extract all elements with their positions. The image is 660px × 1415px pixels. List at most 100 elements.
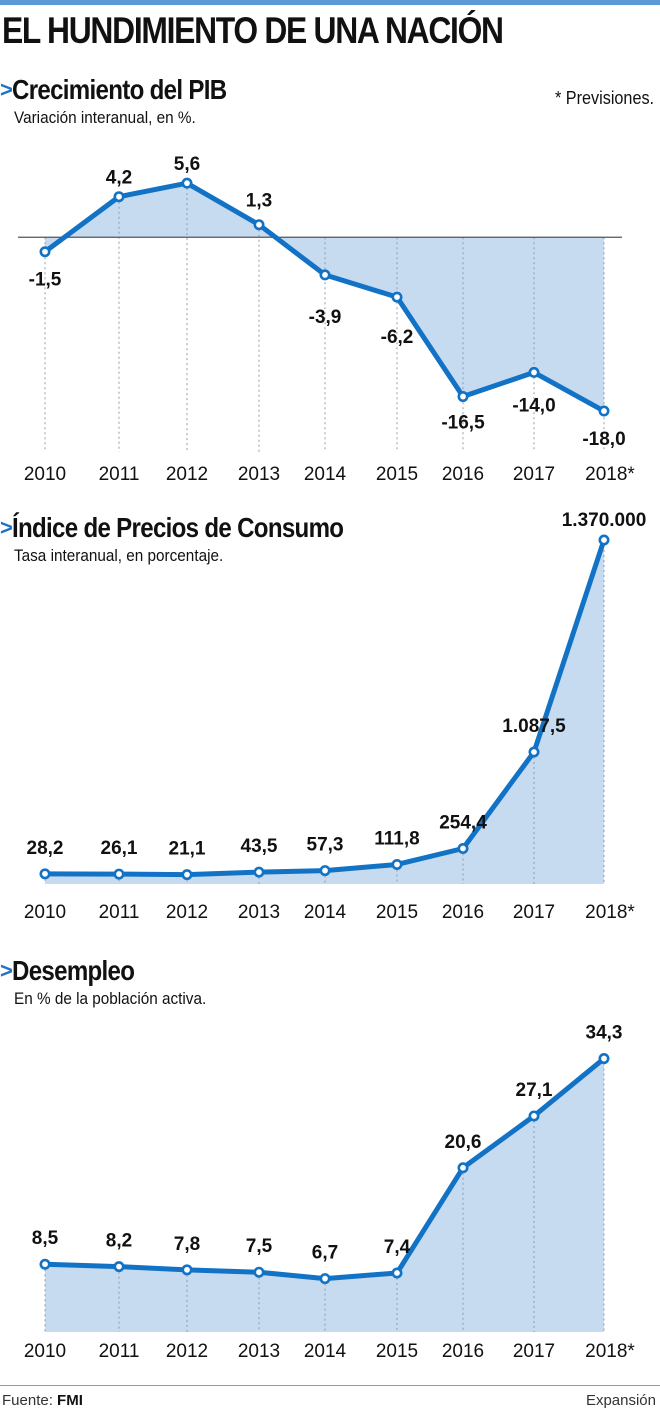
source-value: FMI [57,1392,83,1409]
data-label: 57,3 [307,835,344,856]
chevron-right-icon: > [0,958,13,983]
data-label: 7,8 [174,1234,200,1255]
data-point [253,219,265,231]
x-tick-label: 2016 [442,1341,484,1362]
data-label: 26,1 [101,838,138,859]
data-point [113,868,125,880]
section-title: Crecimiento del PIB [12,74,227,105]
data-point [253,1266,265,1278]
page-title: EL HUNDIMIENTO DE UNA NACIÓN [2,10,504,51]
section-cpi: > Índice de Precios de Consumo Tasa inte… [0,512,660,932]
data-label: 111,8 [374,828,419,849]
section-unemployment: > Desempleo En % de la población activa. [0,955,660,1375]
chevron-right-icon: > [0,515,13,540]
data-label: 7,4 [384,1237,411,1258]
data-label: 8,2 [106,1231,132,1252]
data-label: 1.370.000 [562,510,647,531]
forecast-note: * Previsiones. [554,88,654,108]
x-tick-label: 2017 [513,464,555,485]
data-label: 1,3 [246,191,272,212]
x-tick-label: 2012 [166,464,208,485]
x-tick-label: 2014 [304,464,347,485]
source-credit: Fuente: FMI [2,1392,83,1409]
data-label: 34,3 [586,1023,623,1044]
section-subtitle: En % de la población activa. [14,989,207,1008]
section-title: Desempleo [12,955,135,986]
publisher-credit: Expansión [585,1392,656,1409]
data-label: 4,2 [106,168,132,189]
data-point [528,366,540,378]
data-point [391,858,403,870]
x-tick-label: 2012 [166,1341,208,1362]
data-point [457,843,469,855]
x-tick-label: 2011 [99,902,140,923]
data-label: 43,5 [241,836,278,857]
data-point [181,177,193,189]
section-gdp: > Crecimiento del PIB Variación interanu… [0,74,660,494]
x-tick-label: 2018* [585,464,635,485]
data-point [598,405,610,417]
data-point [181,1264,193,1276]
x-tick-label: 2014 [304,902,347,923]
data-point [39,868,51,880]
data-point [253,866,265,878]
data-label: 254,4 [439,813,487,834]
data-point [391,291,403,303]
x-tick-label: 2010 [24,902,66,923]
chevron-right-icon: > [0,77,13,102]
data-point [113,1261,125,1273]
data-point [39,246,51,258]
data-point [598,534,610,546]
x-tick-label: 2013 [238,464,280,485]
data-label: 5,6 [174,154,200,175]
data-label: -3,9 [309,307,342,328]
data-label: 27,1 [516,1080,553,1101]
area-fill-0 [45,183,604,412]
x-tick-label: 2011 [99,464,140,485]
data-point [457,1162,469,1174]
x-tick-label: 2011 [99,1341,140,1362]
data-point [181,869,193,881]
area-fill-2 [45,1058,604,1332]
x-tick-label: 2018* [585,1341,635,1362]
data-point [39,1258,51,1270]
area-fill-1 [45,540,604,884]
data-label: -14,0 [512,395,555,416]
data-point [457,391,469,403]
data-label: 7,5 [246,1236,273,1257]
data-point [319,865,331,877]
x-tick-label: 2013 [238,1341,280,1362]
x-tick-label: 2016 [442,464,484,485]
x-tick-label: 2018* [585,902,635,923]
x-tick-label: 2016 [442,902,484,923]
x-tick-label: 2017 [513,902,555,923]
data-point [528,746,540,758]
x-tick-label: 2012 [166,902,208,923]
data-point [319,269,331,281]
data-label: 28,2 [27,838,64,859]
data-label: -1,5 [29,270,62,291]
x-tick-label: 2010 [24,1341,66,1362]
data-label: -16,5 [441,413,485,434]
top-accent-bar [0,0,660,5]
data-point [319,1273,331,1285]
footer-divider [0,1385,660,1386]
x-tick-label: 2017 [513,1341,555,1362]
data-label: -6,2 [381,327,414,348]
data-label: 8,5 [32,1228,59,1249]
x-tick-label: 2015 [376,1341,418,1362]
data-label: 1.087,5 [502,716,566,737]
x-tick-label: 2014 [304,1341,347,1362]
x-tick-label: 2015 [376,902,418,923]
section-subtitle: Variación interanual, en %. [14,108,196,127]
data-label: 20,6 [445,1132,482,1153]
data-point [528,1110,540,1122]
x-tick-label: 2013 [238,902,280,923]
x-tick-label: 2010 [24,464,66,485]
section-subtitle: Tasa interanual, en porcentaje. [14,546,224,565]
x-tick-label: 2015 [376,464,418,485]
section-title: Índice de Precios de Consumo [12,512,344,543]
data-label: -18,0 [582,429,625,450]
source-label: Fuente: [2,1392,53,1409]
